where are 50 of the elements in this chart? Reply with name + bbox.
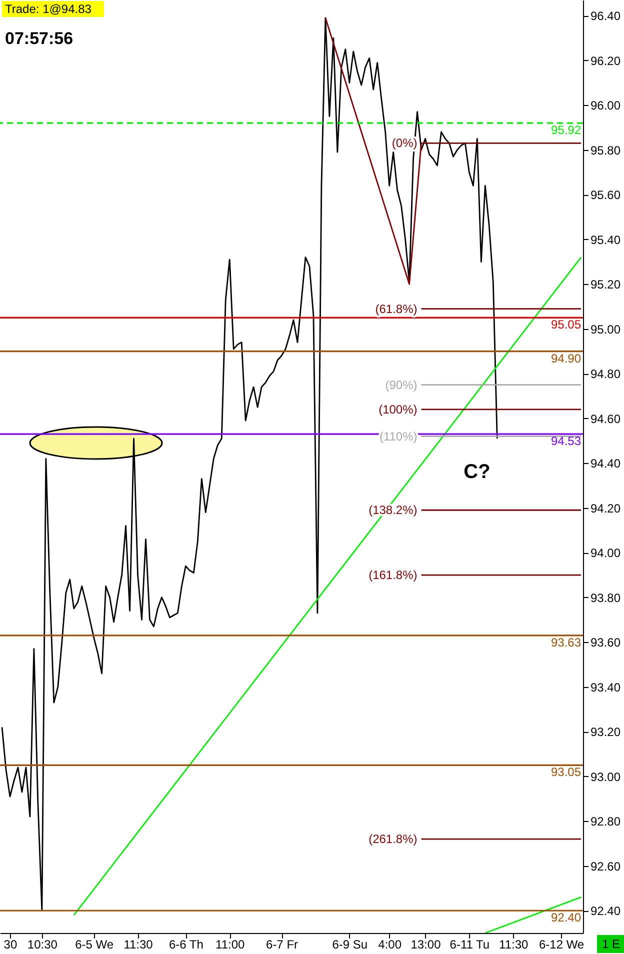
- series-label: (90%): [385, 378, 418, 392]
- x-tick-label: 10:30: [27, 938, 58, 952]
- ref-line-label: 93.63: [550, 635, 582, 650]
- y-tick-label: 96.20: [590, 54, 621, 68]
- y-tick-label: 93.00: [590, 770, 621, 784]
- y-tick-label: 93.60: [590, 636, 621, 650]
- series-label: (161.8%): [368, 568, 418, 582]
- x-tick-label: 11:30: [499, 938, 529, 952]
- series-label: (261.8%): [368, 832, 418, 846]
- x-tick-label: 11:30: [124, 938, 154, 952]
- annotation: C?: [464, 461, 490, 483]
- y-tick-label: 93.20: [590, 725, 621, 740]
- x-tick-label: 6-6 Th: [168, 938, 204, 952]
- x-tick-label: 6-11 Tu: [450, 938, 490, 952]
- y-tick-label: 94.40: [590, 456, 621, 471]
- x-tick-label: 30: [4, 938, 18, 952]
- ref-line-label: 92.40: [550, 910, 582, 925]
- y-tick-label: 94.00: [590, 546, 621, 560]
- y-tick-label: 96.40: [590, 9, 621, 24]
- y-tick-label: 94.80: [590, 367, 621, 382]
- series-label: (61.8%): [375, 302, 418, 316]
- x-tick-label: 6-12 We: [538, 938, 584, 952]
- y-tick-label: 95.20: [590, 278, 621, 292]
- chart-title: Trade: 1@94.83: [5, 2, 92, 16]
- text: 1 E: [602, 937, 620, 951]
- y-tick-label: 92.60: [590, 859, 621, 874]
- ref-line-label: 94.53: [550, 434, 582, 448]
- ref-line-label: 94.90: [550, 351, 582, 366]
- ref-line-label: 93.05: [550, 765, 582, 780]
- x-tick-label: 6-9 Su: [332, 938, 368, 952]
- x-tick-label: 11:00: [216, 938, 245, 952]
- y-tick-label: 93.80: [590, 590, 621, 605]
- y-tick-label: 93.40: [590, 680, 621, 694]
- x-tick-label: 13:00: [410, 938, 442, 952]
- y-tick-label: 95.60: [590, 188, 621, 202]
- y-tick-label: 94.60: [590, 412, 621, 426]
- y-tick-label: 94.20: [590, 501, 621, 516]
- y-tick-label: 95.80: [590, 143, 621, 158]
- y-tick-label: 95.40: [590, 232, 621, 247]
- y-tick-label: 95.00: [590, 322, 621, 336]
- ref-line-label: 95.05: [550, 318, 582, 332]
- y-tick-label: 92.80: [590, 814, 621, 829]
- text: 07:57:56: [5, 29, 74, 48]
- y-tick-label: 92.40: [590, 904, 621, 918]
- x-tick-label: 6-5 We: [75, 938, 114, 952]
- x-tick-label: 6-7 Fr: [266, 938, 298, 952]
- x-tick-label: 4:00: [378, 938, 402, 952]
- series-label: (100%): [378, 402, 418, 416]
- ref-line-label: 95.92: [550, 123, 582, 138]
- y-tick-label: 96.00: [590, 98, 621, 113]
